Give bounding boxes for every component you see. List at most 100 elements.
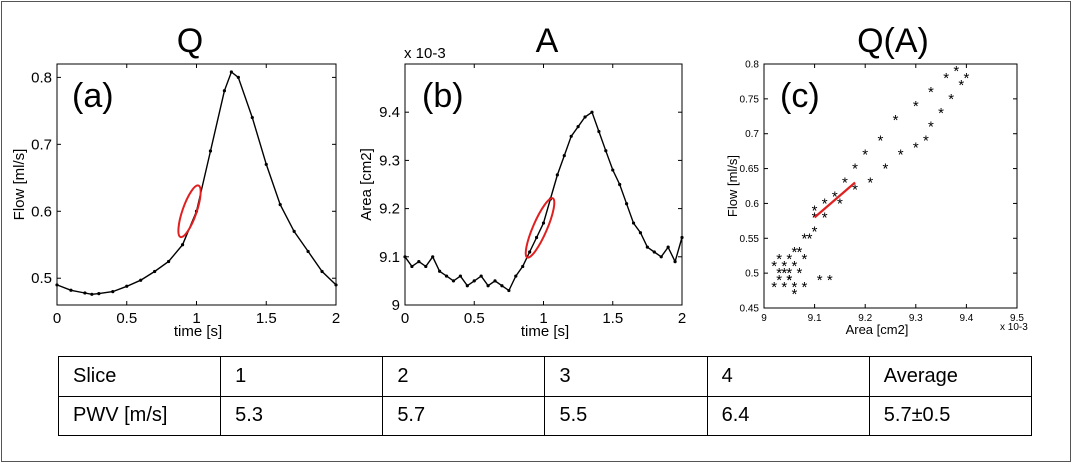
table-cell: 1 (220, 356, 384, 397)
y-tick-label: 0.5 (745, 269, 759, 280)
data-point (479, 274, 483, 278)
fit-line (813, 181, 856, 219)
y-tick-label: 9.2 (379, 201, 400, 218)
x-tick-label: 9.3 (909, 313, 923, 324)
data-point (431, 255, 435, 259)
data-point (673, 260, 677, 264)
data-point (576, 125, 580, 129)
y-tick-label: 0.8 (745, 60, 759, 71)
x-tick-label: 0.5 (116, 310, 137, 327)
data-point (486, 284, 490, 288)
data-point (659, 255, 663, 259)
data-point: * (796, 244, 802, 261)
data-point: * (852, 161, 858, 178)
data-point (236, 75, 240, 79)
data-point (403, 255, 407, 259)
data-point: * (771, 258, 777, 275)
data-point: * (802, 251, 808, 268)
y-tick-label: 9.3 (379, 152, 400, 169)
y-tick-label: 0.5 (31, 270, 52, 287)
y-tick-label: 9.1 (379, 249, 400, 266)
x-tick-label: 9.1 (808, 313, 822, 324)
data-point (250, 115, 254, 120)
data-point: * (771, 279, 777, 296)
data-point (528, 250, 532, 254)
data-point: * (786, 272, 792, 289)
data-point (569, 134, 573, 138)
data-point (417, 260, 421, 264)
data-point: * (812, 223, 818, 240)
x-tick-label: 1.5 (256, 310, 277, 327)
x-tick-label: 9.5 (1010, 313, 1024, 324)
y-axis-label: Flow [ml/s] (11, 149, 28, 221)
data-point (292, 229, 296, 233)
data-point: * (791, 286, 797, 303)
y-tick-label: 0.7 (31, 136, 52, 153)
x-tick-label: 9.4 (959, 313, 973, 324)
data-point (410, 264, 414, 269)
data-point (139, 278, 143, 282)
x-tick-label: 1.5 (602, 310, 623, 327)
y-tick-label: 0.65 (740, 164, 760, 175)
data-point: * (852, 181, 858, 198)
data-point (472, 279, 476, 283)
data-point (97, 292, 101, 296)
data-point: * (928, 119, 934, 136)
data-point (611, 168, 615, 172)
x-axis-label: time [s] (174, 323, 222, 340)
data-point (306, 249, 310, 254)
data-point: * (786, 272, 792, 289)
plot-area (763, 63, 1018, 309)
data-point (645, 245, 649, 249)
data-point: * (893, 112, 899, 129)
y-scale-label: x 10-3 (404, 45, 446, 62)
data-point (222, 89, 226, 93)
chart-title: Q(A) (857, 22, 929, 60)
data-point (555, 173, 559, 177)
data-point: * (817, 272, 823, 289)
data-point (521, 264, 525, 269)
y-tick-label: 9.4 (379, 104, 400, 121)
data-point: * (822, 195, 828, 212)
data-point (320, 269, 324, 274)
table-cell: Average (868, 356, 1033, 397)
data-point: * (802, 279, 808, 296)
panel-label: (c) (780, 77, 820, 115)
table-cell: 6.4 (706, 395, 870, 436)
data-point: * (898, 147, 904, 164)
data-point: * (958, 77, 964, 94)
data-point (69, 288, 73, 292)
x-tick-label: 9 (761, 313, 767, 324)
data-point (167, 259, 171, 264)
data-point: * (776, 251, 782, 268)
data-point (590, 110, 594, 114)
data-point (153, 269, 157, 274)
data-point (229, 70, 233, 74)
data-point: * (948, 91, 954, 108)
y-tick-label: 0.6 (31, 203, 52, 220)
data-point (652, 250, 656, 254)
data-point: * (832, 188, 838, 205)
y-tick-label: 0.55 (740, 234, 760, 245)
data-point (618, 182, 622, 187)
highlight-ellipse (177, 184, 202, 239)
table-cell: 5.3 (220, 395, 384, 436)
y-tick-label: 0.7 (745, 129, 759, 140)
y-tick-label: 0.45 (740, 304, 760, 315)
data-point: * (877, 133, 883, 150)
x-tick-label: 1 (539, 310, 547, 327)
data-point (680, 235, 684, 240)
data-point (500, 284, 504, 288)
data-point (604, 149, 608, 153)
data-point: * (796, 265, 802, 282)
data-point: * (963, 70, 969, 87)
x-tick-label: 2 (678, 310, 686, 327)
panel-label: (b) (422, 77, 464, 115)
data-point: * (883, 161, 889, 178)
data-point: * (943, 70, 949, 87)
data-point: * (923, 133, 929, 150)
data-point (507, 288, 511, 293)
highlight-ellipse (524, 197, 556, 259)
data-point (83, 291, 87, 295)
